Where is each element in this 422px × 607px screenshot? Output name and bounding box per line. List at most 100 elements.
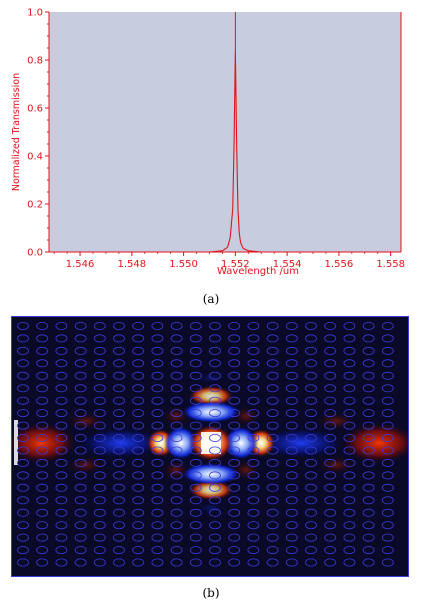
lattice-hole [93, 558, 106, 567]
lattice-hole [305, 496, 317, 505]
x-tick-label: 1.546 [66, 259, 95, 270]
lattice-hole [228, 409, 241, 418]
field-distribution-heatmap [11, 316, 409, 577]
lattice-hole [74, 322, 87, 330]
plot-background [49, 12, 401, 252]
lattice-hole [209, 521, 221, 530]
lattice-hole [228, 371, 241, 380]
lattice-hole [113, 334, 125, 343]
lattice-hole [132, 434, 145, 443]
lattice-hole [132, 334, 145, 343]
lattice-hole [36, 384, 49, 393]
lattice-hole [93, 409, 106, 418]
lattice-hole [324, 558, 337, 567]
lattice-hole [228, 434, 241, 443]
lattice-hole [381, 421, 394, 430]
lattice-hole [209, 396, 221, 405]
x-tick-label: 1.548 [118, 259, 147, 270]
lattice-hole [189, 521, 202, 530]
lattice-hole [113, 458, 125, 467]
lattice-hole [74, 346, 87, 355]
lattice-hole [324, 384, 337, 393]
lattice-hole [189, 446, 202, 455]
lattice-hole [170, 546, 183, 555]
lattice-hole [132, 384, 145, 393]
lattice-hole [247, 471, 260, 480]
lattice-hole [151, 471, 164, 480]
lattice-hole [36, 458, 49, 467]
lattice-hole [209, 496, 221, 505]
lattice-hole [324, 471, 337, 480]
lattice-hole [362, 446, 375, 455]
lattice-hole [189, 322, 202, 330]
lattice-hole [93, 346, 106, 355]
lattice-hole [305, 508, 317, 517]
lattice-hole [132, 558, 145, 567]
lattice-hole [170, 371, 183, 380]
lattice-hole [381, 334, 394, 343]
lattice-hole [36, 359, 49, 368]
lattice-hole [151, 546, 164, 555]
lattice-hole [55, 421, 68, 430]
lattice-hole [93, 434, 106, 443]
lattice-hole [381, 496, 394, 505]
lattice-hole [266, 446, 279, 455]
lattice-hole [17, 396, 29, 405]
lattice-hole [113, 483, 125, 492]
lattice-hole [113, 384, 125, 393]
lattice-hole [132, 508, 145, 517]
lattice-hole [189, 434, 202, 443]
lattice-hole [362, 471, 375, 480]
lattice-hole [151, 322, 164, 330]
lattice-hole [151, 458, 164, 467]
lattice-hole [343, 471, 356, 480]
lattice-hole [247, 533, 260, 542]
lattice-hole [189, 483, 202, 492]
lattice-hole [113, 371, 125, 380]
lattice-hole [189, 471, 202, 480]
lattice-hole [189, 558, 202, 567]
lattice-hole [113, 396, 125, 405]
lattice-hole [266, 384, 279, 393]
lattice-hole [362, 409, 375, 418]
lattice-hole [381, 396, 394, 405]
lattice-hole [36, 371, 49, 380]
lattice-hole [151, 371, 164, 380]
lattice-hole [132, 458, 145, 467]
lattice-hole [381, 558, 394, 567]
lattice-hole [17, 483, 29, 492]
lattice-hole [93, 508, 106, 517]
lattice-hole [305, 371, 317, 380]
lattice-hole [74, 458, 87, 467]
lattice-hole [74, 508, 87, 517]
lattice-hole [17, 496, 29, 505]
lattice-hole [189, 334, 202, 343]
lattice-hole [170, 521, 183, 530]
lattice-hole [343, 371, 356, 380]
lattice-hole [324, 322, 337, 330]
lattice-hole [343, 496, 356, 505]
lattice-hole [266, 471, 279, 480]
lattice-hole [151, 434, 164, 443]
lattice-hole [228, 458, 241, 467]
lattice-hole [305, 446, 317, 455]
lattice-hole [74, 558, 87, 567]
lattice-hole [132, 521, 145, 530]
lattice-hole [132, 346, 145, 355]
lattice-hole [93, 396, 106, 405]
lattice-hole [343, 521, 356, 530]
lattice-hole [170, 496, 183, 505]
lattice-hole [74, 371, 87, 380]
lattice-hole [132, 371, 145, 380]
lattice-hole [151, 334, 164, 343]
lattice-hole [36, 334, 49, 343]
lattice-hole [285, 334, 298, 343]
lattice-hole [324, 421, 337, 430]
lattice-hole [324, 396, 337, 405]
lattice-hole [266, 521, 279, 530]
lattice-hole [247, 558, 260, 567]
lattice-hole [247, 483, 260, 492]
lattice-hole [17, 371, 29, 380]
lattice-hole [209, 558, 221, 567]
lattice-hole [132, 533, 145, 542]
